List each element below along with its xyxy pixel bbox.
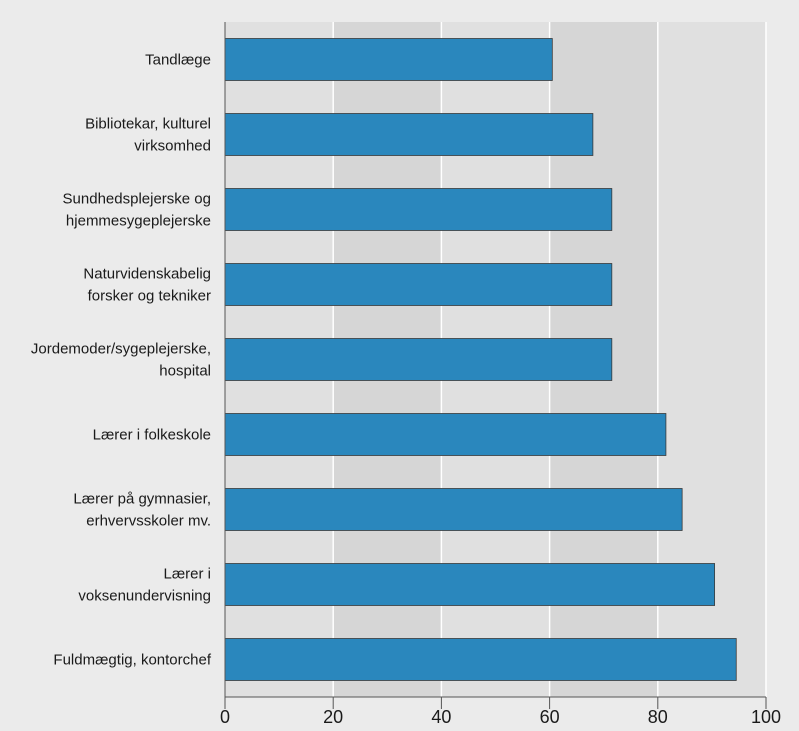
bar <box>224 38 553 81</box>
bars-group <box>224 38 737 681</box>
category-label: hjemmesygeplejerske <box>66 213 211 230</box>
category-label: Lærer i <box>163 566 211 583</box>
category-label: hospital <box>159 363 211 380</box>
bar <box>224 338 613 381</box>
category-label: Lærer på gymnasier, <box>73 491 211 508</box>
category-label: Tandlæge <box>145 52 211 69</box>
bar <box>224 113 594 156</box>
x-tick-label: 100 <box>751 707 781 727</box>
category-label: Sundhedsplejerske og <box>63 191 211 208</box>
category-labels: Tandlæge Bibliotekar, kulturel virksomhed S… <box>31 52 212 669</box>
category-label: Fuldmægtig, kontorchef <box>53 652 211 669</box>
category-label: Bibliotekar, kulturel <box>85 116 211 133</box>
category-label: voksenundervisning <box>78 588 211 605</box>
bar <box>224 188 613 231</box>
x-axis: 0 20 40 60 80 100 <box>220 22 781 727</box>
x-tick-label: 20 <box>323 707 343 727</box>
bar <box>224 413 667 456</box>
category-label: Naturvidenskabelig <box>83 266 211 283</box>
bar <box>224 488 683 531</box>
x-tick-label: 40 <box>431 707 451 727</box>
bar <box>224 638 737 681</box>
bar <box>224 263 613 306</box>
x-tick-label: 60 <box>540 707 560 727</box>
x-tick-label: 0 <box>220 707 230 727</box>
category-label: Jordemoder/sygeplejerske, <box>31 341 211 358</box>
bar <box>224 563 716 606</box>
x-tick-label: 80 <box>648 707 668 727</box>
category-label: forsker og tekniker <box>88 288 211 305</box>
category-label: Lærer i folkeskole <box>93 427 211 444</box>
category-label: erhvervsskoler mv. <box>86 513 211 530</box>
category-label: virksomhed <box>134 138 211 155</box>
